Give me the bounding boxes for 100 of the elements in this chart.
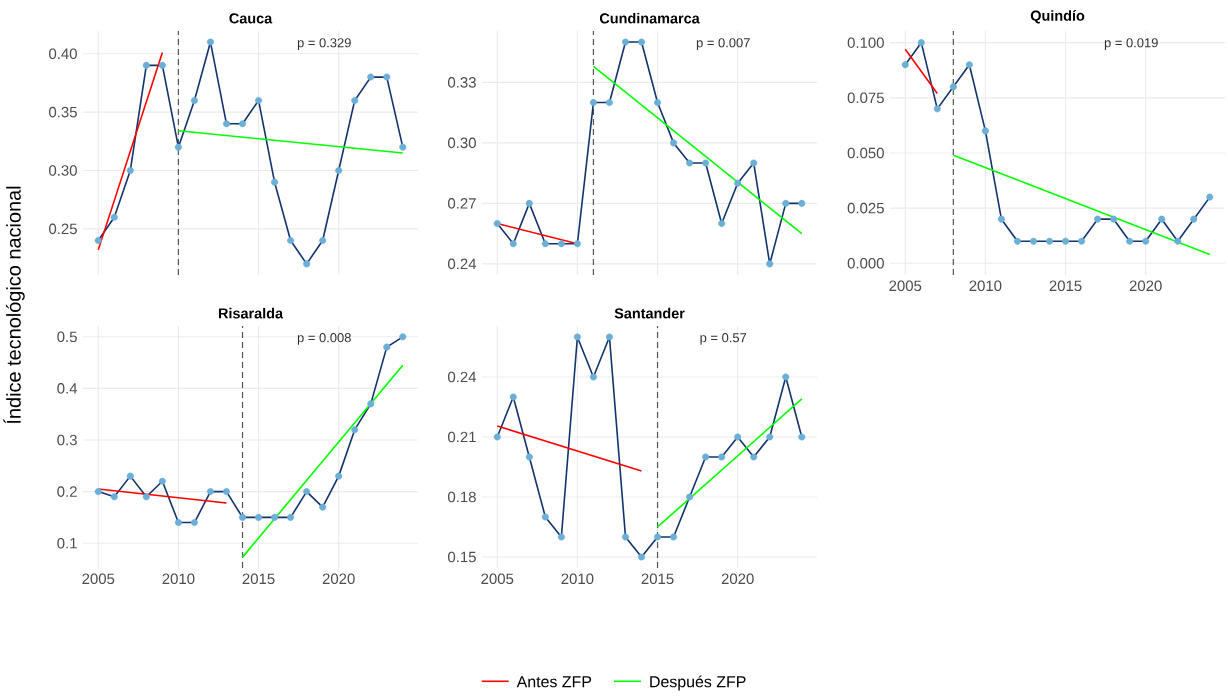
point [1158,215,1166,223]
point [493,220,501,228]
point [917,39,925,47]
point [110,493,118,501]
point [287,513,295,521]
annotation: p = 0.57 [700,333,747,345]
point [750,453,758,461]
x-tick-label: 2010 [162,573,195,585]
point [174,519,182,527]
point [158,61,166,69]
point [670,139,678,147]
point [997,215,1005,223]
y-tick-label: 0.1 [57,537,77,549]
point [1206,193,1214,201]
y-tick-label: 0.35 [49,106,77,118]
chart-title: Cundinamarca [599,12,700,24]
point [94,488,102,496]
point [525,453,533,461]
y-tick-label: 0.075 [847,92,884,104]
y-tick-label: 0.15 [448,551,476,563]
point [126,472,134,480]
x-tick-label: 2010 [561,573,594,585]
point [766,433,774,441]
y-tick-label: 0.2 [57,486,77,497]
point [271,178,279,186]
point [399,143,407,151]
point [126,167,134,175]
point [383,343,391,351]
x-tick-label: 2020 [1129,280,1162,292]
point [383,73,391,81]
y-tick-label: 0.025 [847,202,884,214]
point [303,260,311,268]
point [718,220,726,228]
point [351,96,359,104]
point [589,373,597,381]
y-tick-label: 0.25 [49,223,77,235]
x-tick-label: 2005 [82,573,115,585]
point [1110,215,1118,223]
point [949,83,957,91]
point [493,433,501,441]
point [605,333,613,341]
point [335,167,343,175]
chart-title: Risaralda [218,307,284,319]
point [1190,215,1198,223]
point [734,433,742,441]
y-tick-label: 0.4 [57,383,78,394]
point [271,513,279,521]
point [933,105,941,113]
point [605,99,613,107]
y-tick-label: 0.40 [49,48,77,60]
point [621,38,629,46]
point [255,96,263,104]
point [670,533,678,541]
point [1078,237,1086,245]
point [1094,215,1102,223]
y-tick-label: 0.000 [847,258,884,269]
y-tick-label: 0.30 [448,137,476,149]
chart-title: Cauca [229,13,273,24]
point [525,199,533,207]
x-tick-label: 2010 [969,280,1002,292]
point [901,61,909,69]
chart-title: Santander [614,307,685,319]
point [782,199,790,207]
x-tick-label: 2020 [322,573,355,585]
point [303,488,311,496]
chart-title: Quindío [1030,10,1085,24]
point [319,237,327,245]
point [589,99,597,107]
point [782,373,790,381]
point [351,426,359,434]
y-tick-label: 0.100 [847,37,884,48]
point [654,99,662,107]
annotation: p = 0.329 [297,38,351,50]
point [1046,237,1054,245]
y-tick-label: 0.3 [57,434,77,446]
annotation: p = 0.007 [696,38,750,50]
point [319,503,327,511]
point [158,477,166,485]
legend-label: Antes ZFP [516,676,592,688]
point [541,513,549,521]
point [573,333,581,341]
point [1013,237,1021,245]
annotation: p = 0.019 [1104,38,1158,50]
point [573,240,581,248]
y-tick-label: 0.27 [448,198,476,209]
legend-label: Después ZFP [650,675,746,691]
point [750,159,758,167]
point [638,553,646,561]
point [206,38,214,46]
point [239,513,247,521]
y-tick-label: 0.30 [49,165,77,176]
annotation: p = 0.008 [297,333,351,345]
point [1142,237,1150,245]
point [981,127,989,135]
x-tick-label: 2005 [481,573,514,585]
point [509,393,517,401]
x-tick-label: 2020 [721,573,754,585]
point [798,433,806,441]
point [654,533,662,541]
point [798,199,806,207]
